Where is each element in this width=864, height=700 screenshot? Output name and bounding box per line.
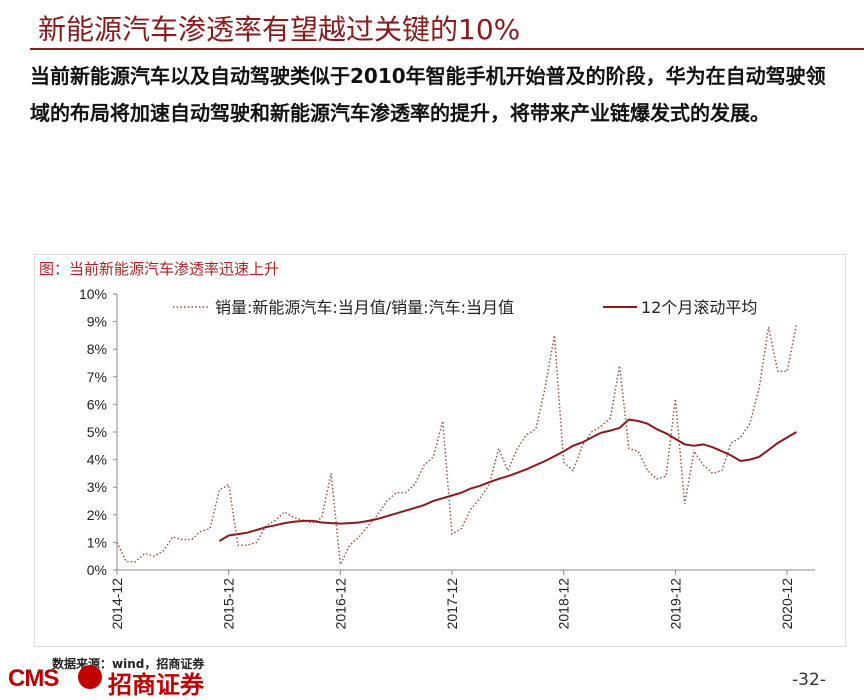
- y-tick-label: 9%: [87, 314, 107, 330]
- x-tick-label: 2014-12: [109, 578, 125, 630]
- slide-title: 新能源汽车渗透率有望越过关键的10%: [38, 13, 521, 46]
- logo-latin: CMS: [8, 665, 59, 692]
- penetration-rate-chart: 0% 1% 2% 3% 4% 5% 6% 7% 8% 9% 10% 2014-12 2015-12 201…: [79, 286, 815, 630]
- lead-paragraph: 当前新能源汽车以及自动驾驶类似于2010年智能手机开始普及的阶段，华为在自动驾驶…: [30, 64, 826, 125]
- y-tick-label: 10%: [79, 286, 107, 302]
- y-tick-label: 2%: [87, 507, 107, 523]
- monthly-share-line: [116, 324, 798, 568]
- page-number: -32-: [792, 670, 826, 690]
- title-divider: [30, 48, 864, 50]
- y-tick-label: 7%: [87, 369, 107, 385]
- x-tick-label: 2015-12: [221, 578, 237, 630]
- rolling-average-line: [218, 418, 797, 542]
- logo-chinese: 招商证券: [108, 671, 204, 699]
- logo-mark-icon: [78, 665, 102, 689]
- y-tick-label: 4%: [87, 452, 107, 468]
- y-tick-label: 6%: [87, 396, 107, 412]
- cms-logo: CMS 招商证券: [0, 661, 230, 699]
- y-tick-label: 5%: [87, 424, 107, 440]
- x-tick-label: 2020-12: [779, 578, 795, 630]
- x-tick-label: 2016-12: [332, 578, 348, 630]
- legend-rolling-label: 12个月滚动平均: [641, 298, 757, 317]
- x-tick-label: 2017-12: [444, 578, 460, 630]
- x-tick-label: 2018-12: [556, 578, 572, 630]
- figure-caption: 图：当前新能源汽车渗透率迅速上升: [39, 260, 280, 278]
- chart-frame: 0% 1% 2% 3% 4% 5% 6% 7% 8% 9% 10% 2014-12 2015-12 201…: [34, 254, 846, 647]
- y-tick-label: 1%: [87, 534, 107, 550]
- y-tick-label: 0%: [87, 562, 107, 578]
- legend-monthly-label: 销量:新能源汽车:当月值/销量:汽车:当月值: [215, 298, 514, 317]
- x-tick-label: 2019-12: [667, 578, 683, 630]
- y-tick-label: 8%: [87, 341, 107, 357]
- y-tick-label: 3%: [87, 479, 107, 495]
